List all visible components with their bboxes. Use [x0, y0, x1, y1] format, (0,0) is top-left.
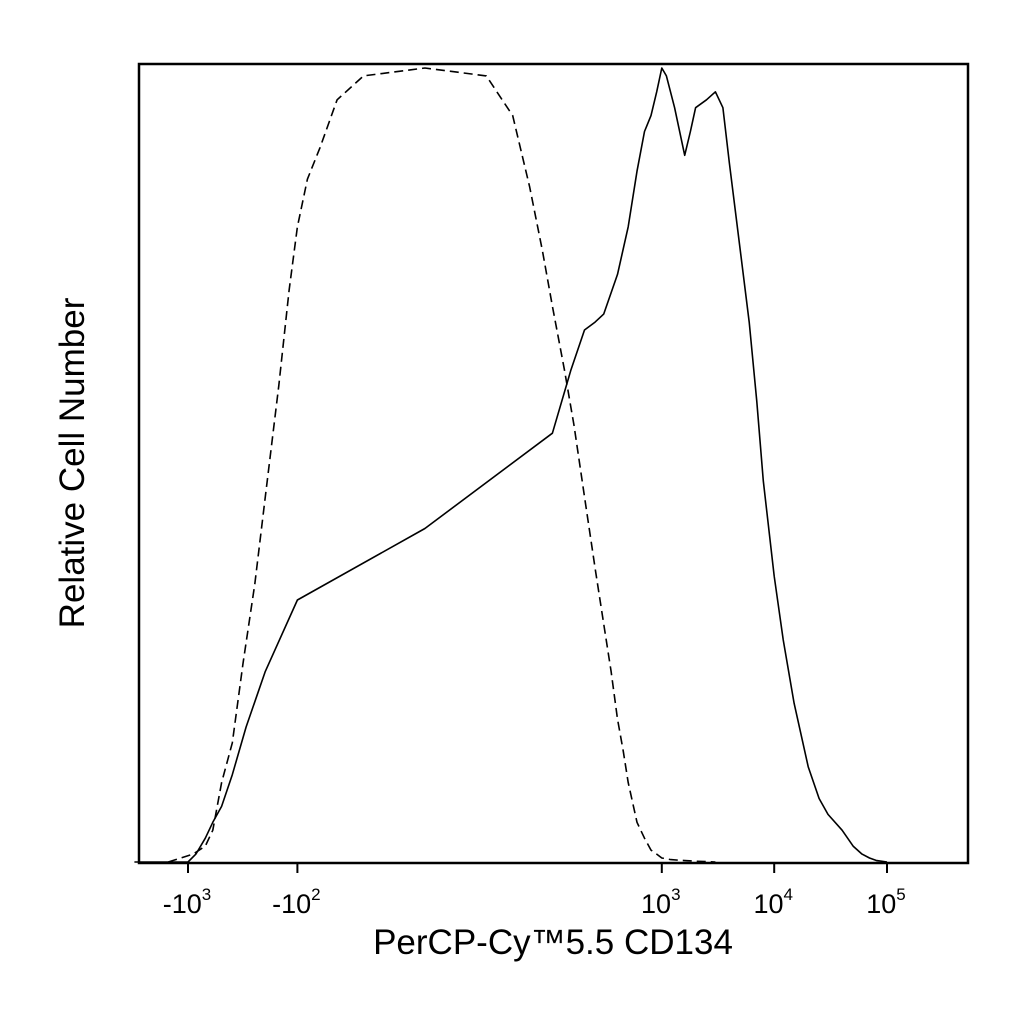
x-tick-label: 105	[866, 885, 906, 919]
x-tick-label: 103	[641, 885, 681, 919]
x-tick-label-base: 10	[641, 889, 671, 919]
x-axis-title: PerCP-Cy™5.5 CD134	[373, 923, 733, 962]
x-tick-label-exponent: 3	[202, 885, 211, 904]
x-axis-ticks: -103 -102 103 104 105	[163, 863, 906, 919]
x-tick-label: -102	[272, 885, 321, 919]
x-tick-label-exponent: 3	[671, 885, 680, 904]
x-tick-label-base: -10	[163, 889, 202, 919]
x-tick-label: -103	[163, 885, 212, 919]
x-tick-label: 104	[753, 885, 793, 919]
x-tick-label-exponent: 5	[896, 885, 905, 904]
x-tick-label-base: 10	[866, 889, 896, 919]
x-tick-label-exponent: 4	[783, 885, 792, 904]
plot-frame	[137, 62, 970, 865]
x-tick-label-base: -10	[272, 889, 311, 919]
x-tick-label-exponent: 2	[311, 885, 320, 904]
series-layer	[134, 67, 888, 863]
histogram-line-isotype-control	[168, 67, 716, 863]
y-axis-title: Relative Cell Number	[53, 297, 92, 628]
histogram-line-stained	[134, 67, 888, 863]
x-tick-label-base: 10	[753, 889, 783, 919]
